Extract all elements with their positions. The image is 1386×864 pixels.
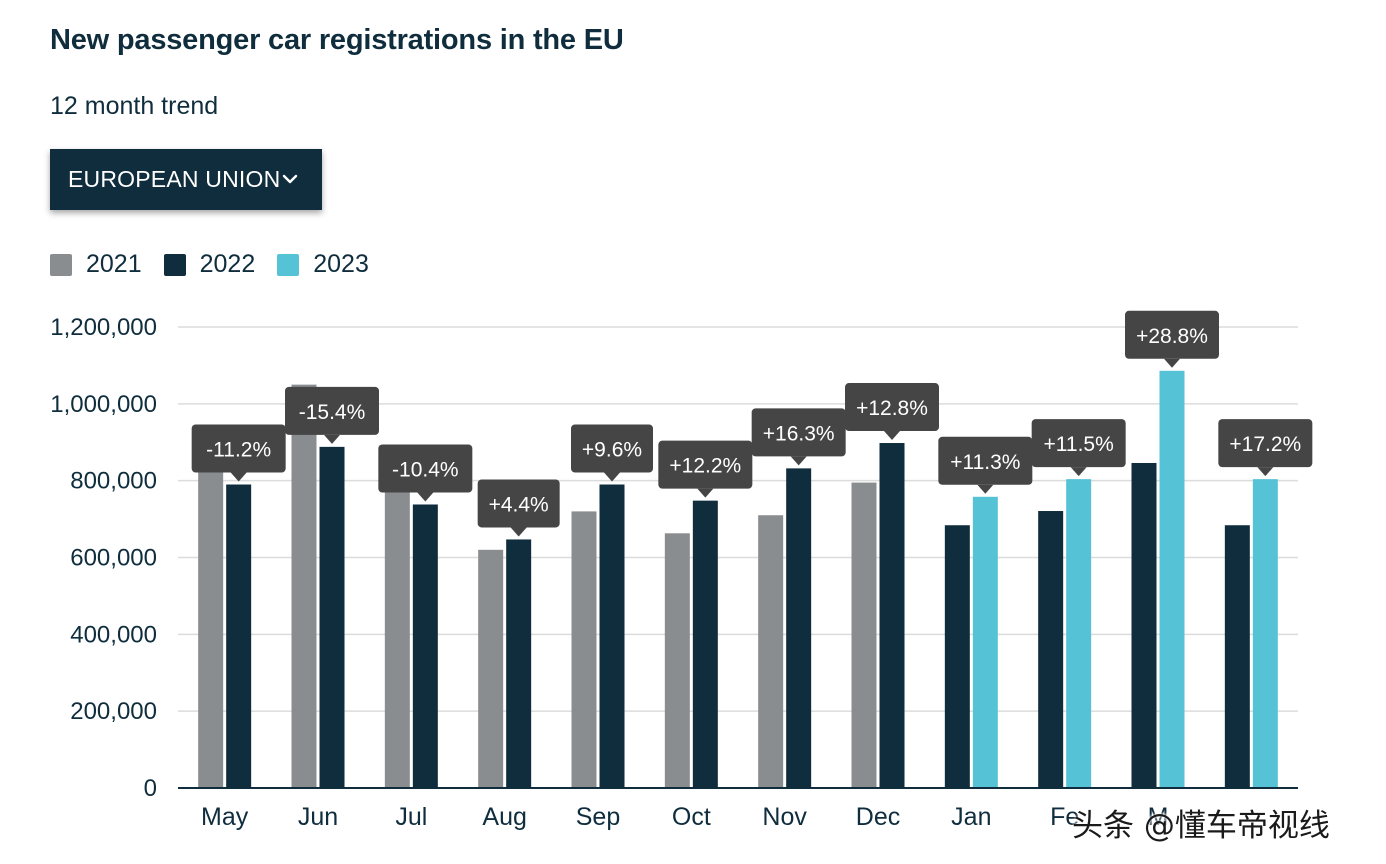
x-tick-label: Jun	[298, 803, 338, 831]
bar-2021-sep[interactable]	[571, 511, 597, 788]
change-callout-box	[571, 424, 653, 473]
change-callout-label: +16.3%	[763, 422, 835, 445]
region-dropdown-label: EUROPEAN UNION	[68, 166, 281, 192]
y-tick-label: 800,000	[70, 468, 157, 495]
y-tick-label: 200,000	[70, 698, 157, 725]
change-callout-box	[477, 479, 560, 528]
change-callout-label: -11.2%	[206, 439, 271, 462]
bar-2022-feb[interactable]	[1038, 511, 1064, 788]
change-callout-label: +11.5%	[1044, 433, 1114, 456]
change-callout-box	[378, 444, 473, 493]
bar-2022-jun[interactable]	[319, 446, 345, 788]
legend-item-2022[interactable]: 2022	[163, 250, 256, 279]
bar-2022-oct[interactable]	[692, 500, 718, 788]
chart-legend: 2021 2022 2023	[50, 250, 391, 279]
x-tick-label: M	[1148, 803, 1169, 831]
x-tick-label: May	[201, 803, 249, 831]
x-tick-label: Sep	[576, 803, 620, 831]
bar-2023-jan[interactable]	[972, 496, 998, 788]
y-tick-label: 400,000	[70, 621, 157, 648]
bar-2023-feb[interactable]	[1066, 479, 1092, 788]
chart-subtitle: 12 month trend	[50, 92, 219, 120]
change-callout-box	[751, 408, 846, 457]
legend-label-2022: 2022	[199, 250, 256, 278]
x-tick-label: Jul	[395, 803, 427, 831]
change-callout-box	[1218, 419, 1313, 468]
x-tick-label: Oct	[672, 803, 711, 831]
change-callout-pointer	[697, 488, 714, 498]
chevron-down-icon	[282, 174, 298, 184]
bar-2022-sep[interactable]	[599, 484, 625, 788]
change-callout-label: +4.4%	[489, 493, 549, 516]
bar-2023-mar[interactable]	[1159, 370, 1185, 788]
change-callout-box	[1125, 310, 1219, 359]
x-tick-label: Dec	[856, 803, 900, 831]
bar-2021-aug[interactable]	[478, 549, 504, 788]
change-callout-pointer	[1070, 467, 1087, 477]
change-callout-pointer	[884, 431, 900, 441]
x-tick-label: Aug	[482, 803, 526, 831]
bar-2021-may[interactable]	[198, 446, 224, 788]
change-callout-pointer	[1257, 467, 1274, 477]
change-callout-label: +28.8%	[1136, 325, 1208, 348]
bar-2022-aug[interactable]	[506, 539, 532, 788]
change-callout-label: -15.4%	[299, 401, 366, 424]
x-tick-label: Fe	[1050, 803, 1079, 831]
bar-2021-jun[interactable]	[291, 384, 317, 788]
change-callout-label: -10.4%	[392, 458, 459, 481]
y-tick-label: 600,000	[70, 545, 157, 572]
y-tick-label: 1,000,000	[50, 391, 157, 418]
change-callout-pointer	[977, 484, 994, 494]
bar-2022-jul[interactable]	[412, 504, 438, 788]
x-tick-label: Jan	[951, 803, 991, 831]
change-callout-pointer	[324, 434, 340, 444]
change-callout-pointer	[417, 492, 434, 502]
bar-2021-oct[interactable]	[664, 533, 690, 788]
change-callout-box	[285, 386, 379, 435]
x-tick-label: Nov	[762, 803, 807, 831]
bar-2021-dec[interactable]	[851, 482, 877, 788]
change-callout-pointer	[604, 472, 620, 482]
bar-2022-mar[interactable]	[1131, 462, 1157, 788]
legend-swatch-2022	[163, 253, 186, 276]
legend-item-2021[interactable]: 2021	[50, 250, 142, 279]
change-callout-label: +12.8%	[856, 397, 928, 420]
bar-2022-jan[interactable]	[944, 525, 970, 788]
bar-2022-may[interactable]	[226, 484, 252, 788]
change-callout-box	[938, 436, 1033, 485]
change-callout-box	[658, 440, 753, 489]
change-callout-box	[845, 383, 939, 432]
change-callout-pointer	[790, 456, 807, 466]
change-callout-label: +17.2%	[1229, 433, 1301, 456]
change-callout-box	[1031, 419, 1126, 468]
y-tick-label: 0	[144, 775, 157, 802]
bar-2022-nov[interactable]	[786, 468, 812, 788]
watermark-text: 头条 @懂车帝视线	[1072, 808, 1330, 844]
legend-item-2023[interactable]: 2023	[277, 250, 369, 279]
legend-swatch-2021	[50, 253, 72, 276]
change-callout-pointer	[1164, 358, 1180, 368]
region-dropdown[interactable]: EUROPEAN UNION	[50, 149, 322, 210]
bar-2022-apr[interactable]	[1224, 525, 1250, 788]
bar-2022-dec[interactable]	[879, 443, 905, 788]
change-callout-label: +9.6%	[582, 439, 642, 462]
change-callout-pointer	[510, 527, 527, 537]
y-tick-label: 1,200,000	[50, 314, 157, 341]
change-callout-label: +11.3%	[950, 451, 1020, 474]
legend-label-2021: 2021	[86, 250, 142, 278]
bar-2021-jul[interactable]	[384, 471, 410, 788]
legend-swatch-2023	[277, 253, 300, 276]
change-callout-box	[191, 424, 286, 473]
bar-2021-nov[interactable]	[758, 515, 784, 788]
change-callout-pointer	[230, 472, 247, 482]
bar-2023-apr[interactable]	[1252, 479, 1278, 788]
chart-title: New passenger car registrations in the E…	[50, 24, 624, 56]
legend-label-2023: 2023	[313, 250, 369, 278]
change-callout-label: +12.2%	[669, 455, 741, 478]
